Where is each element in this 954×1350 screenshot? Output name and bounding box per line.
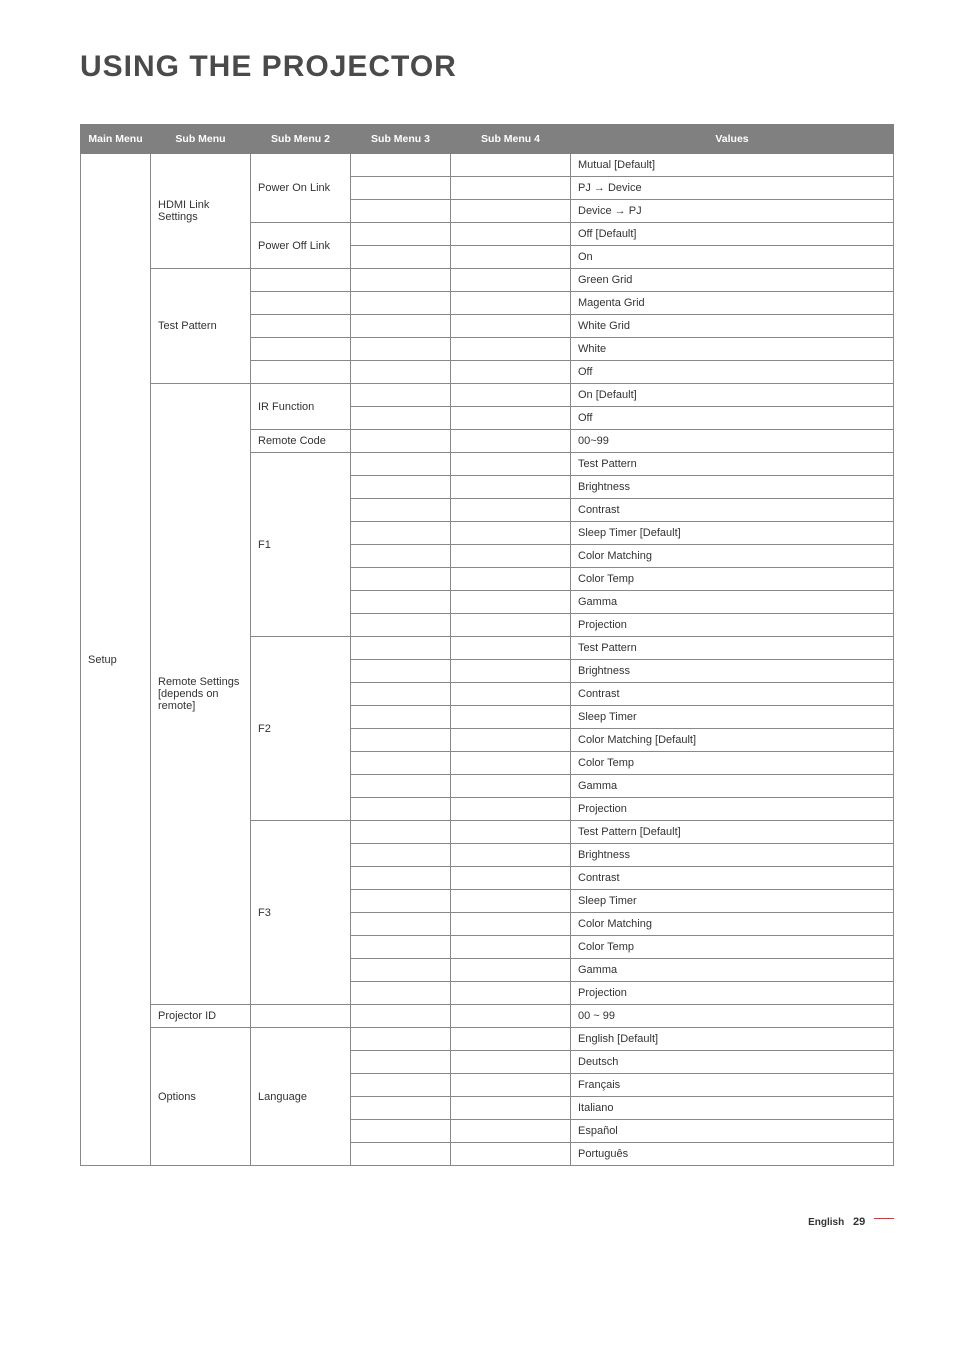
cell-value: Gamma: [571, 591, 894, 614]
table-row: Setup HDMI Link Settings Power On Link M…: [81, 154, 894, 177]
cell-sub2: IR Function: [251, 384, 351, 430]
cell-value: Projection: [571, 798, 894, 821]
cell-sub: Test Pattern: [151, 269, 251, 384]
cell-value: Sleep Timer [Default]: [571, 522, 894, 545]
cell-sub2: Power Off Link: [251, 223, 351, 269]
cell-value: 00~99: [571, 430, 894, 453]
cell-value: Brightness: [571, 660, 894, 683]
cell-value: White Grid: [571, 315, 894, 338]
cell-sub: Remote Settings [depends on remote]: [151, 384, 251, 1005]
cell-value: Color Temp: [571, 936, 894, 959]
cell-value: Off [Default]: [571, 223, 894, 246]
cell-value: Color Matching: [571, 913, 894, 936]
th-main: Main Menu: [81, 125, 151, 154]
cell-value: Brightness: [571, 476, 894, 499]
cell-value: Color Temp: [571, 752, 894, 775]
cell-value: Gamma: [571, 959, 894, 982]
cell-value: White: [571, 338, 894, 361]
th-sub: Sub Menu: [151, 125, 251, 154]
cell-value: Projection: [571, 982, 894, 1005]
th-sub4: Sub Menu 4: [451, 125, 571, 154]
cell-value: 00 ~ 99: [571, 1005, 894, 1028]
th-sub2: Sub Menu 2: [251, 125, 351, 154]
th-sub3: Sub Menu 3: [351, 125, 451, 154]
cell-main: Setup: [81, 154, 151, 1166]
footer-page-number: 29: [853, 1216, 865, 1228]
table-row: Projector ID 00 ~ 99: [81, 1005, 894, 1028]
cell-sub2: Remote Code: [251, 430, 351, 453]
cell-value: Mutual [Default]: [571, 154, 894, 177]
cell-value: Test Pattern: [571, 453, 894, 476]
cell-value: Contrast: [571, 683, 894, 706]
page-footer: English 29: [80, 1216, 894, 1228]
cell-value: Off: [571, 361, 894, 384]
cell-sub2: Language: [251, 1028, 351, 1166]
table-row: OptionsLanguageEnglish [Default]: [81, 1028, 894, 1051]
cell-value: English [Default]: [571, 1028, 894, 1051]
cell-value: Italiano: [571, 1097, 894, 1120]
cell-value: Brightness: [571, 844, 894, 867]
cell-value: Color Temp: [571, 568, 894, 591]
cell-value: Español: [571, 1120, 894, 1143]
cell-value: On [Default]: [571, 384, 894, 407]
page-title: USING THE PROJECTOR: [80, 50, 894, 84]
footer-language: English: [808, 1217, 844, 1228]
cell-value: Projection: [571, 614, 894, 637]
cell-sub2: F2: [251, 637, 351, 821]
cell-value: Test Pattern [Default]: [571, 821, 894, 844]
table-row: Test PatternGreen Grid: [81, 269, 894, 292]
th-values: Values: [571, 125, 894, 154]
cell-sub2: F3: [251, 821, 351, 1005]
cell-sub: Options: [151, 1028, 251, 1166]
cell-value: Français: [571, 1074, 894, 1097]
cell-value: Magenta Grid: [571, 292, 894, 315]
cell-sub3: [351, 154, 451, 177]
cell-value: Contrast: [571, 867, 894, 890]
cell-sub: HDMI Link Settings: [151, 154, 251, 269]
cell-sub2: Power On Link: [251, 154, 351, 223]
footer-accent-line: [874, 1218, 894, 1219]
menu-table: Main Menu Sub Menu Sub Menu 2 Sub Menu 3…: [80, 124, 894, 1166]
cell-value: Off: [571, 407, 894, 430]
cell-value: Sleep Timer: [571, 890, 894, 913]
cell-sub: Projector ID: [151, 1005, 251, 1028]
cell-value: Test Pattern: [571, 637, 894, 660]
cell-sub2: F1: [251, 453, 351, 637]
cell-value: Deutsch: [571, 1051, 894, 1074]
cell-value: Color Matching: [571, 545, 894, 568]
cell-value: Green Grid: [571, 269, 894, 292]
cell-value: Português: [571, 1143, 894, 1166]
cell-value: Color Matching [Default]: [571, 729, 894, 752]
cell-value: Gamma: [571, 775, 894, 798]
cell-value: On: [571, 246, 894, 269]
cell-value: Device → PJ: [571, 200, 894, 223]
cell-value: Contrast: [571, 499, 894, 522]
cell-sub4: [451, 154, 571, 177]
cell-value: Sleep Timer: [571, 706, 894, 729]
cell-value: PJ → Device: [571, 177, 894, 200]
table-row: Remote Settings [depends on remote]IR Fu…: [81, 384, 894, 407]
